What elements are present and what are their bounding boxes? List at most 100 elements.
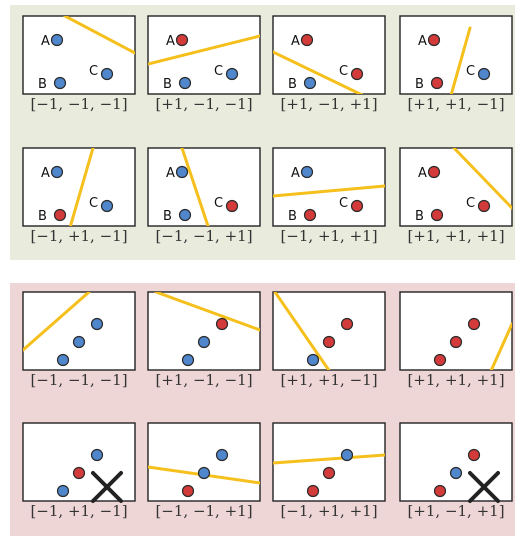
point-label-b: B xyxy=(38,209,47,224)
separating-line xyxy=(180,148,210,226)
label-vector-caption: [−1, +1, −1] xyxy=(30,502,127,520)
label-vector-caption: [+1, −1, −1] xyxy=(155,371,252,389)
panel-frame xyxy=(147,15,261,95)
data-point-blue xyxy=(178,208,192,222)
panel-frame xyxy=(22,291,136,371)
data-point-red xyxy=(300,33,314,47)
not-shattered-panel: [−1, −1, +1] xyxy=(147,422,261,520)
data-point-blue xyxy=(178,76,192,90)
data-point-red xyxy=(449,335,463,349)
separating-line xyxy=(23,292,91,352)
point-label-c: C xyxy=(339,64,348,79)
data-point-blue xyxy=(306,353,320,367)
separating-line xyxy=(449,26,472,94)
point-label-a: A xyxy=(418,34,427,49)
separating-line xyxy=(273,50,364,94)
shattered-panel: A B C [−1, −1, +1] xyxy=(147,147,261,245)
label-vector-caption: [+1, +1, −1] xyxy=(280,371,377,389)
data-point-red xyxy=(350,199,364,213)
cross-mark-icon xyxy=(91,471,123,503)
data-point-blue xyxy=(72,335,86,349)
data-point-blue xyxy=(175,165,189,179)
label-vector-caption: [+1, +1, −1] xyxy=(407,95,504,113)
data-point-blue xyxy=(90,317,104,331)
shattered-panel: A B C [−1, +1, −1] xyxy=(22,147,136,245)
data-point-red xyxy=(72,466,86,480)
point-label-c: C xyxy=(214,64,223,79)
separating-line xyxy=(489,322,512,370)
panel-frame xyxy=(272,422,386,502)
panel-frame xyxy=(272,291,386,371)
point-label-b: B xyxy=(288,209,297,224)
panel-frame xyxy=(22,147,136,227)
label-vector-caption: [−1, +1, +1] xyxy=(280,502,377,520)
not-shattered-panel: [+1, −1, +1] xyxy=(399,422,513,520)
panel-frame xyxy=(22,422,136,502)
point-label-c: C xyxy=(466,196,475,211)
data-point-red xyxy=(467,448,481,462)
point-label-a: A xyxy=(41,166,50,181)
point-label-a: A xyxy=(291,166,300,181)
data-point-red xyxy=(427,33,441,47)
data-point-blue xyxy=(56,353,70,367)
not-shattered-panel: [−1, −1, −1] xyxy=(22,291,136,389)
data-point-blue xyxy=(50,165,64,179)
data-point-red xyxy=(430,76,444,90)
data-point-red xyxy=(430,208,444,222)
label-vector-caption: [−1, −1, +1] xyxy=(155,502,252,520)
data-point-blue xyxy=(181,353,195,367)
point-label-b: B xyxy=(163,77,172,92)
shattered-panels: A B C [−1, −1, −1] A B C [+1, −1, −1] A B C [+1, −1… xyxy=(22,15,513,245)
separating-line xyxy=(63,16,135,55)
separating-line xyxy=(273,184,385,198)
data-point-red xyxy=(340,317,354,331)
data-point-red xyxy=(303,208,317,222)
separating-line xyxy=(452,148,512,210)
shattered-panel: A B C [+1, −1, −1] xyxy=(147,15,261,113)
not-shattered-panel: [−1, +1, −1] xyxy=(22,422,136,520)
data-point-blue xyxy=(449,466,463,480)
separating-line xyxy=(154,292,260,332)
label-vector-caption: [−1, +1, +1] xyxy=(280,227,377,245)
shattered-panel: A B C [+1, +1, −1] xyxy=(399,15,513,113)
panel-frame xyxy=(147,147,261,227)
point-label-c: C xyxy=(89,64,98,79)
shattered-panel: A B C [+1, +1, +1] xyxy=(399,147,513,245)
data-point-red xyxy=(225,199,239,213)
panel-frame xyxy=(399,422,513,502)
label-vector-caption: [+1, +1, +1] xyxy=(407,227,504,245)
data-point-red xyxy=(181,484,195,498)
separating-line xyxy=(68,148,95,226)
data-point-red xyxy=(467,317,481,331)
data-point-red xyxy=(350,67,364,81)
not-shattered-panel: [+1, +1, +1] xyxy=(399,291,513,389)
data-point-blue xyxy=(90,448,104,462)
data-point-blue xyxy=(100,199,114,213)
data-point-red xyxy=(427,165,441,179)
point-label-b: B xyxy=(38,77,47,92)
not-shattered-panel: [+1, +1, −1] xyxy=(272,291,386,389)
label-vector-caption: [−1, +1, −1] xyxy=(30,227,127,245)
data-point-red xyxy=(433,484,447,498)
panel-frame xyxy=(399,291,513,371)
panel-frame xyxy=(147,422,261,502)
data-point-red xyxy=(433,353,447,367)
point-label-a: A xyxy=(291,34,300,49)
data-point-red xyxy=(215,317,229,331)
separating-line xyxy=(148,34,260,66)
point-label-b: B xyxy=(163,209,172,224)
shattered-panel: A B C [+1, −1, +1] xyxy=(272,15,386,113)
data-point-blue xyxy=(300,165,314,179)
data-point-blue xyxy=(100,67,114,81)
not-shattered-panel: [−1, +1, +1] xyxy=(272,422,386,520)
data-point-blue xyxy=(303,76,317,90)
data-point-red xyxy=(322,335,336,349)
not-shattered-panels: [−1, −1, −1] [+1, −1, −1] [+1, +1, −1] [+1,… xyxy=(22,291,513,520)
data-point-red xyxy=(306,484,320,498)
panel-frame xyxy=(147,291,261,371)
label-vector-caption: [−1, −1, +1] xyxy=(155,227,252,245)
data-point-blue xyxy=(340,448,354,462)
data-point-blue xyxy=(225,67,239,81)
shattered-panel: A B C [−1, −1, −1] xyxy=(22,15,136,113)
point-label-a: A xyxy=(166,166,175,181)
